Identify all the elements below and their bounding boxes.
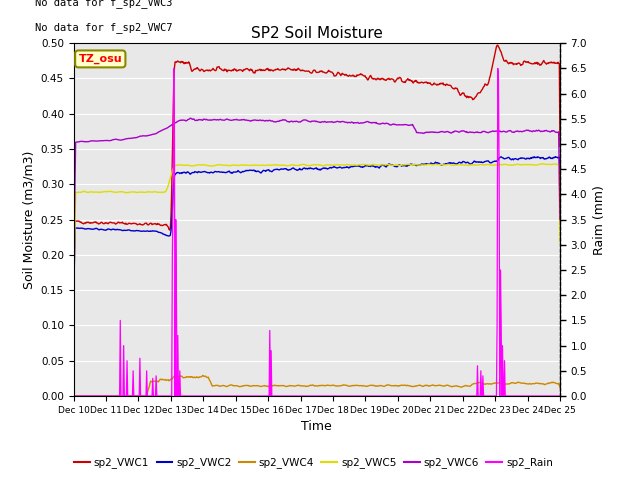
X-axis label: Time: Time bbox=[301, 420, 332, 433]
Y-axis label: Soil Moisture (m3/m3): Soil Moisture (m3/m3) bbox=[22, 150, 35, 289]
Text: No data for f_sp2_VWC3: No data for f_sp2_VWC3 bbox=[35, 0, 172, 8]
Text: No data for f_sp2_VWC7: No data for f_sp2_VWC7 bbox=[35, 22, 172, 33]
Title: SP2 Soil Moisture: SP2 Soil Moisture bbox=[251, 25, 383, 41]
Y-axis label: Raim (mm): Raim (mm) bbox=[593, 185, 605, 254]
Legend: sp2_VWC1, sp2_VWC2, sp2_VWC4, sp2_VWC5, sp2_VWC6, sp2_Rain: sp2_VWC1, sp2_VWC2, sp2_VWC4, sp2_VWC5, … bbox=[70, 453, 557, 472]
Text: TZ_osu: TZ_osu bbox=[79, 54, 122, 64]
